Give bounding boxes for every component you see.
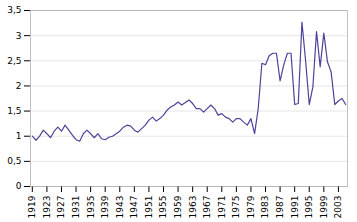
svg-text:1963: 1963 — [188, 196, 198, 219]
svg-text:0,5: 0,5 — [7, 156, 21, 166]
svg-text:1927: 1927 — [56, 196, 66, 219]
svg-text:2,5: 2,5 — [7, 56, 21, 66]
svg-text:1947: 1947 — [129, 196, 139, 219]
svg-text:1995: 1995 — [304, 196, 314, 219]
svg-text:2: 2 — [16, 81, 22, 91]
svg-text:1967: 1967 — [202, 196, 212, 219]
svg-text:1975: 1975 — [231, 196, 241, 219]
svg-text:1983: 1983 — [260, 196, 270, 219]
svg-text:1971: 1971 — [217, 196, 227, 219]
svg-text:1987: 1987 — [275, 196, 285, 219]
svg-text:1943: 1943 — [115, 196, 125, 219]
svg-text:1923: 1923 — [42, 196, 52, 219]
svg-text:3,5: 3,5 — [7, 5, 21, 15]
svg-text:1939: 1939 — [100, 195, 110, 218]
svg-text:0: 0 — [16, 181, 22, 191]
svg-text:1979: 1979 — [246, 195, 256, 218]
svg-text:2003: 2003 — [333, 196, 343, 219]
svg-text:1935: 1935 — [86, 196, 96, 219]
svg-text:1: 1 — [16, 131, 22, 141]
svg-text:1,5: 1,5 — [7, 106, 21, 116]
svg-text:1931: 1931 — [71, 196, 81, 219]
svg-text:1959: 1959 — [173, 195, 183, 218]
svg-text:1991: 1991 — [290, 196, 300, 219]
svg-text:1919: 1919 — [27, 195, 37, 218]
svg-text:3: 3 — [16, 31, 22, 41]
svg-text:1955: 1955 — [158, 196, 168, 219]
svg-text:1999: 1999 — [319, 195, 329, 218]
svg-text:1951: 1951 — [144, 196, 154, 219]
